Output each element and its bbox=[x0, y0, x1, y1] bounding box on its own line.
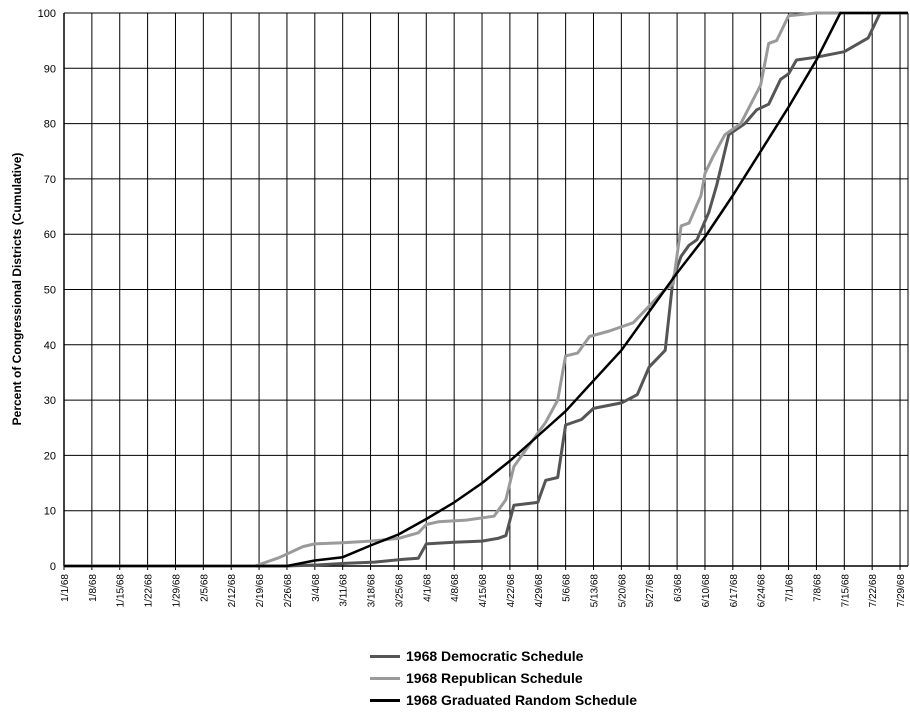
x-tick-label: 7/22/68 bbox=[868, 574, 879, 608]
x-tick-label: 6/10/68 bbox=[701, 574, 712, 608]
x-tick-label: 3/11/68 bbox=[339, 574, 350, 607]
x-tick-label: 3/18/68 bbox=[367, 574, 378, 608]
legend-label: 1968 Democratic Schedule bbox=[406, 648, 584, 664]
x-tick-label: 4/29/68 bbox=[534, 574, 545, 608]
grid bbox=[63, 12, 909, 567]
y-tick-label: 40 bbox=[44, 340, 56, 352]
x-tick-label: 7/29/68 bbox=[896, 574, 907, 608]
x-tick-label: 6/3/68 bbox=[673, 574, 684, 602]
legend-swatch bbox=[370, 698, 400, 702]
y-tick-label: 60 bbox=[44, 229, 56, 241]
x-tick-label: 2/12/68 bbox=[227, 574, 238, 608]
x-tick-label: 5/20/68 bbox=[617, 574, 628, 608]
y-tick-label: 30 bbox=[44, 395, 56, 407]
x-tick-label: 7/1/68 bbox=[785, 574, 796, 602]
x-tick-label: 1/8/68 bbox=[88, 574, 99, 602]
legend: 1968 Democratic Schedule 1968 Republican… bbox=[370, 645, 637, 711]
series-line-1 bbox=[64, 11, 908, 568]
x-tick-label: 2/5/68 bbox=[199, 574, 210, 602]
x-tick-label: 6/17/68 bbox=[729, 574, 740, 608]
x-tick-label: 2/26/68 bbox=[283, 574, 294, 608]
series-lines bbox=[64, 11, 908, 568]
legend-item-graduated-random: 1968 Graduated Random Schedule bbox=[370, 689, 637, 711]
x-tick-label: 1/29/68 bbox=[171, 574, 182, 608]
legend-swatch bbox=[370, 654, 400, 658]
x-tick-label: 6/24/68 bbox=[757, 574, 768, 608]
x-tick-label: 4/8/68 bbox=[450, 574, 461, 602]
y-tick-label: 70 bbox=[44, 174, 56, 186]
y-tick-label: 80 bbox=[44, 119, 56, 131]
x-tick-label: 4/22/68 bbox=[506, 574, 517, 608]
x-tick-label: 1/15/68 bbox=[116, 574, 127, 608]
x-tick-label: 5/27/68 bbox=[645, 574, 656, 608]
legend-item-democratic: 1968 Democratic Schedule bbox=[370, 645, 637, 667]
x-tick-label: 1/1/68 bbox=[60, 574, 71, 602]
x-tick-label: 7/15/68 bbox=[840, 574, 851, 608]
y-tick-label: 10 bbox=[44, 506, 56, 518]
y-tick-label: 90 bbox=[44, 63, 56, 75]
legend-label: 1968 Republican Schedule bbox=[406, 670, 583, 686]
legend-label: 1968 Graduated Random Schedule bbox=[406, 692, 638, 708]
x-tick-label: 4/1/68 bbox=[422, 574, 433, 602]
x-tick-label: 5/6/68 bbox=[562, 574, 573, 602]
x-tick-label: 2/19/68 bbox=[255, 574, 266, 608]
x-tick-label: 5/13/68 bbox=[589, 574, 600, 608]
x-tick-label: 3/25/68 bbox=[394, 574, 405, 608]
series-line-2 bbox=[64, 11, 908, 568]
y-axis: 0 10 20 30 40 50 60 70 80 90 100 bbox=[38, 8, 56, 573]
y-tick-label: 20 bbox=[44, 450, 56, 462]
y-axis-title: Percent of Congressional Districts (Cumu… bbox=[10, 153, 24, 426]
x-tick-label: 7/8/68 bbox=[812, 574, 823, 602]
legend-item-republican: 1968 Republican Schedule bbox=[370, 667, 637, 689]
y-tick-label: 100 bbox=[38, 8, 56, 20]
y-tick-label: 50 bbox=[44, 285, 56, 297]
series-line-3 bbox=[64, 11, 908, 568]
x-tick-label: 3/4/68 bbox=[311, 574, 322, 602]
x-axis: 1/1/68 1/8/68 1/15/68 1/22/68 1/29/68 2/5/68 2… bbox=[60, 566, 907, 607]
line-chart: 0 10 20 30 40 50 60 70 80 90 100 1/1/68 1/8/68 1/15/… bbox=[10, 8, 909, 607]
x-tick-label: 1/22/68 bbox=[144, 574, 155, 608]
y-tick-label: 0 bbox=[50, 561, 56, 573]
legend-swatch bbox=[370, 676, 400, 680]
x-tick-label: 4/15/68 bbox=[478, 574, 489, 608]
